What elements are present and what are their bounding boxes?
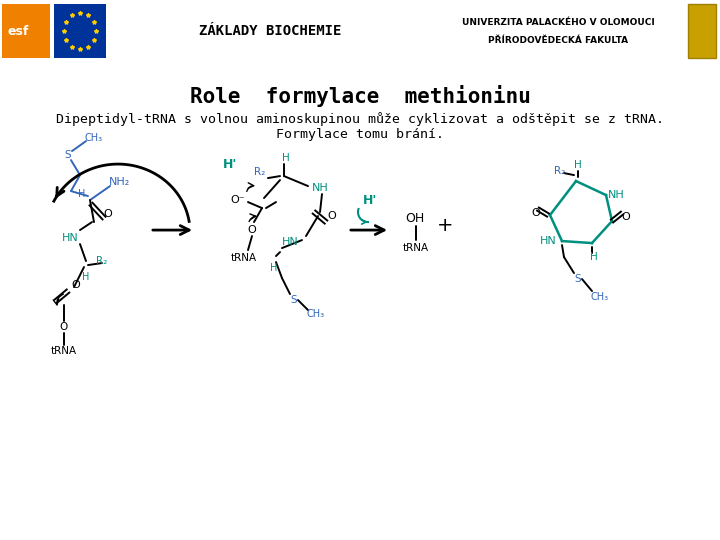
Text: tRNA: tRNA xyxy=(51,346,77,356)
Text: O: O xyxy=(71,280,81,290)
FancyBboxPatch shape xyxy=(688,4,716,58)
Text: OH: OH xyxy=(405,212,425,225)
Text: R₂: R₂ xyxy=(554,166,566,176)
Text: HN: HN xyxy=(282,237,298,247)
Text: tRNA: tRNA xyxy=(231,253,257,263)
Text: NH: NH xyxy=(608,190,624,200)
Text: H: H xyxy=(574,160,582,170)
Text: S: S xyxy=(575,274,581,284)
Text: H: H xyxy=(78,189,86,199)
Text: O: O xyxy=(60,322,68,332)
Text: tRNA: tRNA xyxy=(403,243,429,253)
Text: O: O xyxy=(531,208,541,218)
Text: O: O xyxy=(621,212,631,222)
Text: HN: HN xyxy=(539,236,557,246)
Text: O⁻: O⁻ xyxy=(230,195,246,205)
Text: HN: HN xyxy=(62,233,78,243)
Text: UNIVERZITA PALACKÉHO V OLOMOUCI: UNIVERZITA PALACKÉHO V OLOMOUCI xyxy=(462,17,654,26)
Text: H: H xyxy=(590,252,598,262)
Text: esf: esf xyxy=(7,24,28,38)
Text: NH: NH xyxy=(312,183,328,193)
Text: CH₃: CH₃ xyxy=(591,292,609,302)
Text: H': H' xyxy=(222,158,237,171)
Text: S: S xyxy=(291,295,297,305)
Text: O: O xyxy=(248,225,256,235)
Text: H: H xyxy=(282,153,290,163)
Text: H: H xyxy=(270,263,278,273)
Text: PŘÍRODOVĚDECKÁ FAKULTA: PŘÍRODOVĚDECKÁ FAKULTA xyxy=(488,36,628,45)
Text: Formylace tomu brání.: Formylace tomu brání. xyxy=(276,128,444,141)
Text: R₂: R₂ xyxy=(254,167,266,177)
Bar xyxy=(2,4,50,58)
Bar xyxy=(54,4,106,58)
Text: CH₃: CH₃ xyxy=(307,309,325,319)
Text: O: O xyxy=(328,211,336,221)
Text: S: S xyxy=(65,150,71,160)
Text: Role  formylace  methioninu: Role formylace methioninu xyxy=(189,85,531,107)
Text: H: H xyxy=(82,272,90,282)
Text: O: O xyxy=(104,209,112,219)
Text: R₂: R₂ xyxy=(96,256,107,266)
Text: Dipeptidyl-tRNA s volnou aminoskupinou může cyklizovat a odštěpit se z tRNA.: Dipeptidyl-tRNA s volnou aminoskupinou m… xyxy=(56,112,664,126)
Text: H': H' xyxy=(363,193,377,207)
Text: ZÁKLADY BIOCHEMIE: ZÁKLADY BIOCHEMIE xyxy=(199,24,341,38)
Text: NH₂: NH₂ xyxy=(109,177,130,187)
Text: +: + xyxy=(437,215,454,234)
Text: CH₃: CH₃ xyxy=(85,133,103,143)
